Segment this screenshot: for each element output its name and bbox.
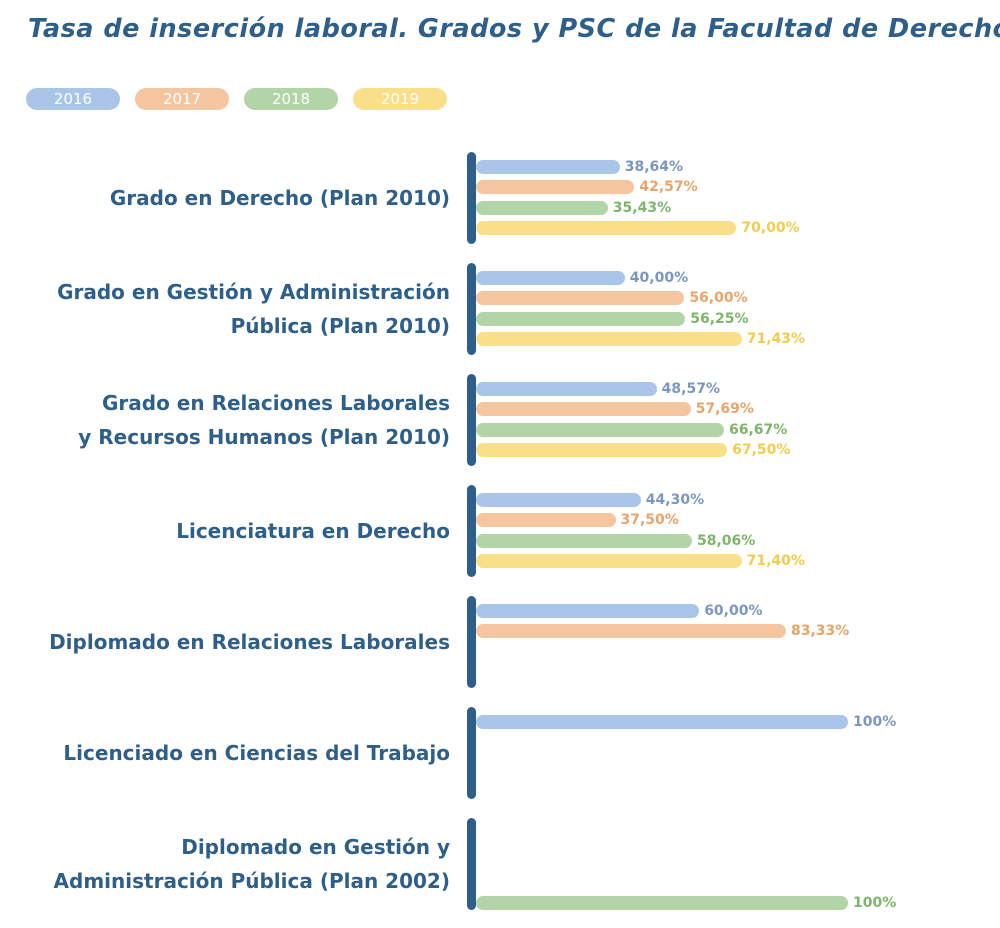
data-label: 38,64%: [624, 159, 684, 175]
data-label: 42,57%: [639, 179, 698, 196]
data-label: 57,69%: [695, 401, 754, 418]
bar-2017: [476, 402, 691, 417]
axis-line: [467, 707, 476, 799]
legend-item-2017: 2017: [135, 88, 229, 110]
bar-2019: [476, 442, 728, 457]
bar-2018: [476, 533, 692, 548]
category-label: Licenciado en Ciencias del Trabajo: [63, 741, 450, 765]
legend-item-2018: 2018: [244, 88, 338, 110]
legend-item-2016: 2016: [26, 88, 120, 110]
data-label: 66,67%: [729, 421, 788, 438]
bar-2017: [476, 291, 685, 306]
chart-title: Tasa de inserción laboral. Grados y PSC …: [28, 14, 1000, 44]
bar-2017: [476, 513, 616, 528]
data-label: 71,40%: [746, 552, 805, 569]
axis-line: [467, 263, 476, 355]
bar-2016: [476, 604, 700, 618]
data-label: 58,06%: [696, 532, 756, 549]
bar-2018: [476, 896, 848, 911]
data-label: 56,00%: [689, 290, 748, 307]
bar-2017: [476, 624, 786, 639]
data-label: 83,33%: [790, 623, 850, 640]
data-label: 48,57%: [661, 381, 720, 397]
axis-line: [467, 374, 476, 466]
category-label: Grado en Gestión y Administración Pública…: [57, 280, 450, 338]
legend-item-2019: 2019: [353, 88, 447, 110]
bar-2019: [476, 331, 742, 346]
axis-line: [467, 152, 476, 244]
bar-2016: [476, 271, 625, 285]
bar-2019: [476, 220, 737, 235]
data-label: 44,30%: [645, 492, 705, 508]
data-label: 71,43%: [746, 330, 806, 347]
data-label: 35,43%: [612, 199, 672, 216]
bar-2016: [476, 382, 657, 396]
axis-line: [467, 596, 476, 688]
data-label: 37,50%: [620, 512, 679, 529]
bar-2016: [476, 715, 848, 729]
bar-2018: [476, 422, 724, 437]
data-label: 100%: [853, 895, 897, 912]
axis-line: [467, 818, 476, 910]
axis-line: [467, 485, 476, 577]
bar-2018: [476, 200, 608, 215]
category-label: Grado en Derecho (Plan 2010): [109, 186, 450, 210]
category-label: Diplomado en Relaciones Laborales: [49, 630, 450, 654]
bar-2016: [476, 493, 641, 507]
data-label: 70,00%: [741, 219, 800, 236]
data-label: 56,25%: [690, 310, 749, 327]
data-label: 40,00%: [629, 270, 689, 286]
data-label: 60,00%: [704, 603, 763, 619]
category-label: Grado en Relaciones Laborales y Recursos …: [78, 391, 450, 449]
bar-2018: [476, 311, 686, 326]
data-label: 100%: [853, 714, 897, 730]
category-label: Diplomado en Gestión y Administración Púb…: [53, 835, 450, 893]
category-label: Licenciatura en Derecho: [176, 519, 450, 543]
data-label: 67,50%: [732, 441, 791, 458]
bar-2017: [476, 180, 635, 195]
bar-2019: [476, 553, 742, 568]
bar-2016: [476, 160, 620, 174]
